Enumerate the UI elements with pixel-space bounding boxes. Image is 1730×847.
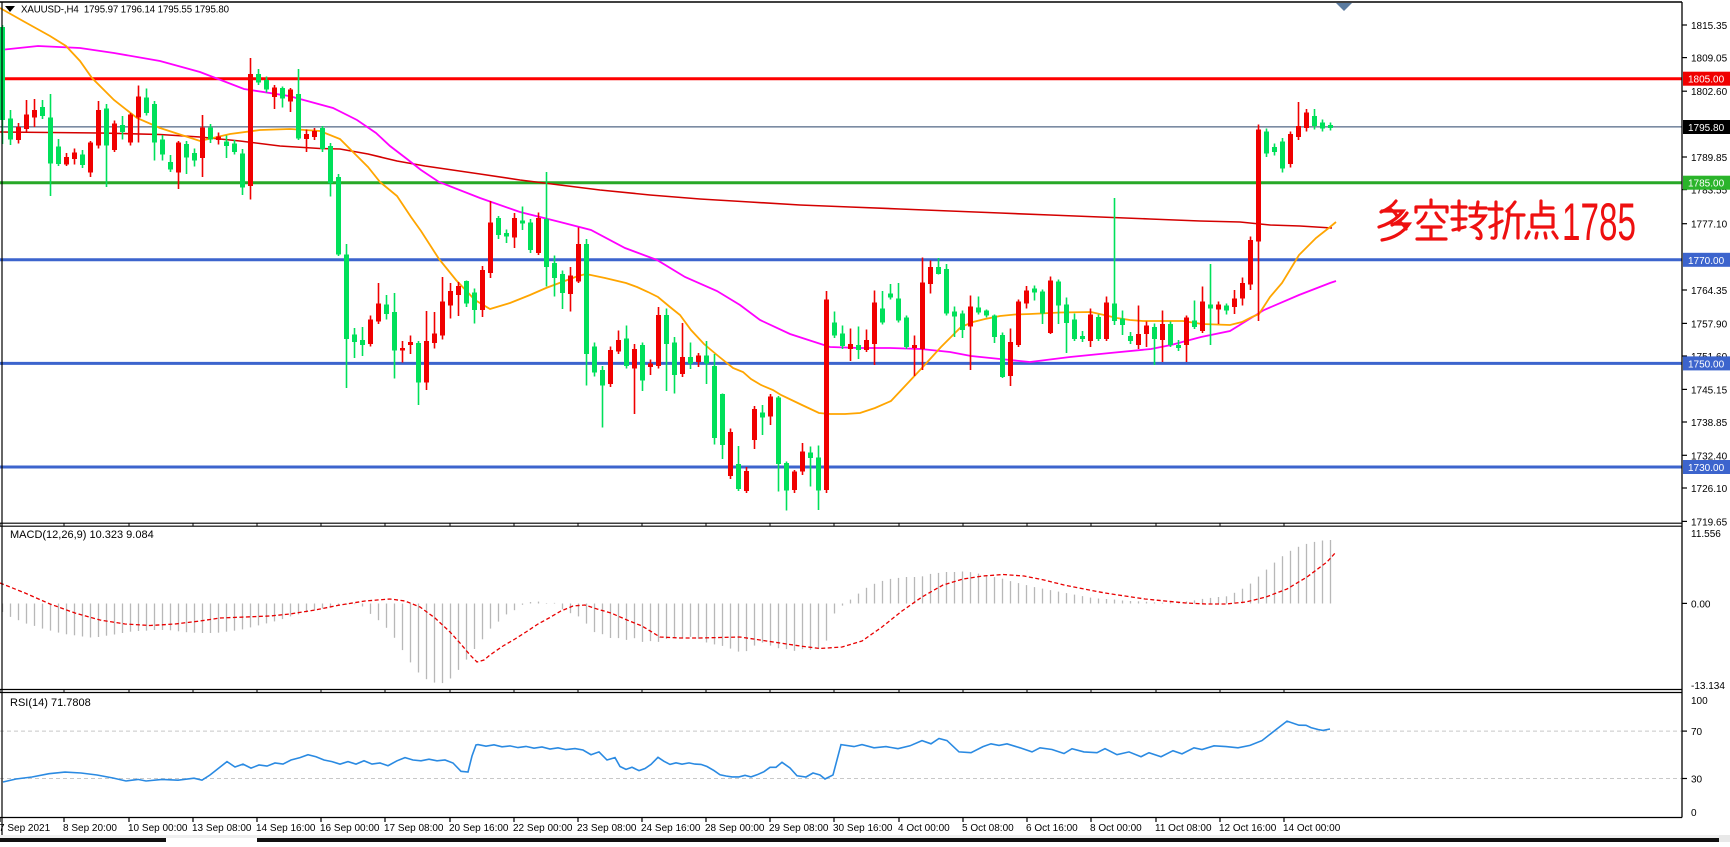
svg-text:28 Sep 00:00: 28 Sep 00:00 <box>705 823 765 834</box>
svg-text:70: 70 <box>1691 727 1703 738</box>
svg-text:MACD(12,26,9) 10.323 9.084: MACD(12,26,9) 10.323 9.084 <box>10 529 154 541</box>
svg-text:30 Sep 16:00: 30 Sep 16:00 <box>833 823 893 834</box>
svg-text:1809.05: 1809.05 <box>1691 54 1728 65</box>
svg-text:22 Sep 00:00: 22 Sep 00:00 <box>513 823 573 834</box>
svg-text:8 Sep 20:00: 8 Sep 20:00 <box>63 823 117 834</box>
svg-text:XAUUSD-,H4 1795.97 1796.14 17: XAUUSD-,H4 1795.97 1796.14 1795.55 1795.… <box>21 5 230 16</box>
svg-text:5 Oct 08:00: 5 Oct 08:00 <box>962 823 1014 834</box>
svg-text:6 Oct 16:00: 6 Oct 16:00 <box>1026 823 1078 834</box>
svg-text:20 Sep 16:00: 20 Sep 16:00 <box>449 823 509 834</box>
svg-text:0.00: 0.00 <box>1691 599 1711 610</box>
svg-text:RSI(14) 71.7808: RSI(14) 71.7808 <box>10 697 91 709</box>
svg-text:14 Sep 16:00: 14 Sep 16:00 <box>256 823 316 834</box>
svg-text:1764.35: 1764.35 <box>1691 286 1728 297</box>
svg-text:1815.35: 1815.35 <box>1691 21 1728 32</box>
svg-text:1795.80: 1795.80 <box>1688 123 1725 134</box>
svg-text:1719.65: 1719.65 <box>1691 517 1728 528</box>
svg-text:30: 30 <box>1691 775 1703 786</box>
svg-text:1805.00: 1805.00 <box>1688 75 1725 86</box>
svg-text:100: 100 <box>1691 696 1708 707</box>
svg-text:1745.15: 1745.15 <box>1691 385 1728 396</box>
svg-text:1750.00: 1750.00 <box>1688 359 1725 370</box>
svg-text:1770.00: 1770.00 <box>1688 256 1725 267</box>
svg-text:1785.00: 1785.00 <box>1688 179 1725 190</box>
svg-text:17 Sep 08:00: 17 Sep 08:00 <box>384 823 444 834</box>
svg-text:8 Oct 00:00: 8 Oct 00:00 <box>1090 823 1142 834</box>
svg-text:11.556: 11.556 <box>1691 529 1721 540</box>
svg-text:0: 0 <box>1691 808 1697 819</box>
svg-text:1802.60: 1802.60 <box>1691 87 1728 98</box>
svg-text:10 Sep 00:00: 10 Sep 00:00 <box>128 823 188 834</box>
svg-text:1783.55: 1783.55 <box>1691 186 1728 197</box>
svg-text:-13.134: -13.134 <box>1691 681 1725 692</box>
svg-text:12 Oct 16:00: 12 Oct 16:00 <box>1219 823 1277 834</box>
svg-text:7 Sep 2021: 7 Sep 2021 <box>0 823 51 834</box>
svg-text:16 Sep 00:00: 16 Sep 00:00 <box>320 823 380 834</box>
svg-text:1738.85: 1738.85 <box>1691 418 1728 429</box>
svg-text:13 Sep 08:00: 13 Sep 08:00 <box>192 823 252 834</box>
svg-text:1777.10: 1777.10 <box>1691 220 1728 231</box>
svg-text:14 Oct 00:00: 14 Oct 00:00 <box>1283 823 1341 834</box>
svg-text:1732.40: 1732.40 <box>1691 451 1728 462</box>
svg-text:4 Oct 00:00: 4 Oct 00:00 <box>898 823 950 834</box>
svg-text:24 Sep 16:00: 24 Sep 16:00 <box>641 823 701 834</box>
svg-text:1785: 1785 <box>1562 193 1636 252</box>
svg-text:29 Sep 08:00: 29 Sep 08:00 <box>769 823 829 834</box>
svg-text:23 Sep 08:00: 23 Sep 08:00 <box>577 823 637 834</box>
svg-text:1730.00: 1730.00 <box>1688 463 1725 474</box>
svg-text:1757.90: 1757.90 <box>1691 319 1728 330</box>
svg-text:1789.85: 1789.85 <box>1691 153 1728 164</box>
svg-text:11 Oct 08:00: 11 Oct 08:00 <box>1155 823 1212 834</box>
svg-text:1726.10: 1726.10 <box>1691 484 1728 495</box>
